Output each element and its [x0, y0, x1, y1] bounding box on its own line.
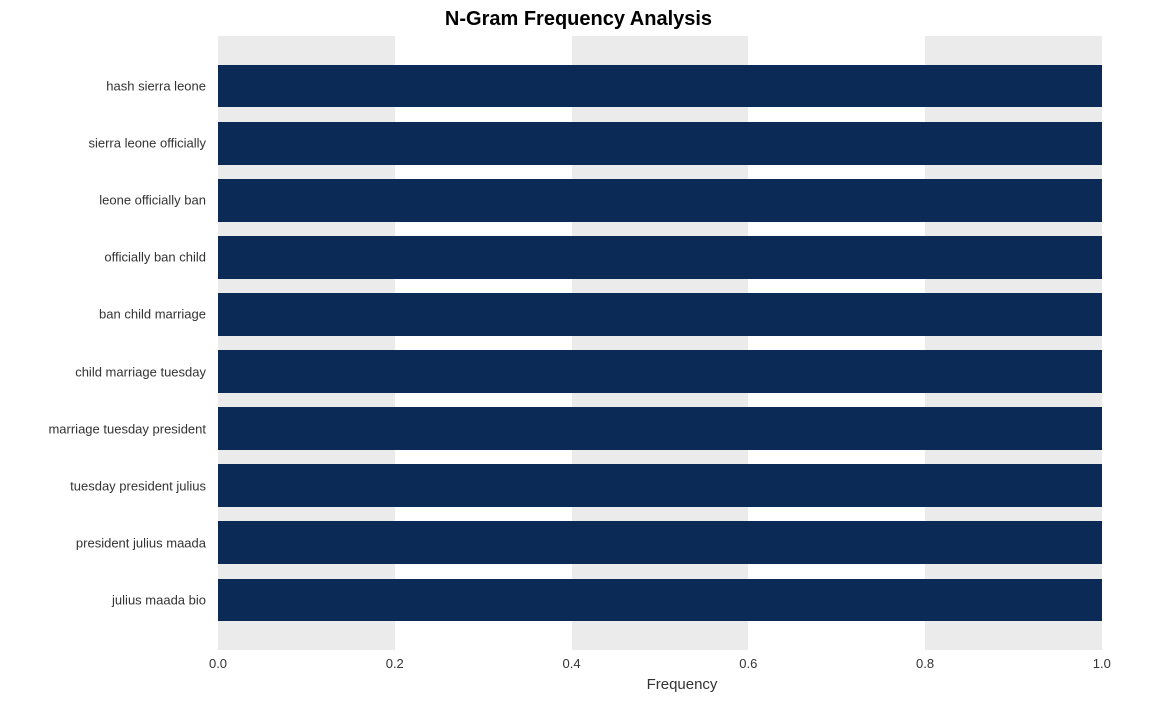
grid-band — [1102, 36, 1146, 650]
x-tick-label: 1.0 — [1093, 656, 1111, 671]
y-axis-labels: hash sierra leone sierra leone officially… — [0, 36, 212, 650]
y-tick-label: hash sierra leone — [0, 78, 212, 93]
bar-row — [218, 293, 1102, 336]
bar-row — [218, 521, 1102, 564]
bar — [218, 521, 1102, 564]
bar — [218, 407, 1102, 450]
bar-row — [218, 236, 1102, 279]
y-tick-label: officially ban child — [0, 250, 212, 265]
y-tick-label: ban child marriage — [0, 307, 212, 322]
bar — [218, 236, 1102, 279]
bar-row — [218, 407, 1102, 450]
bar — [218, 293, 1102, 336]
y-tick-label: tuesday president julius — [0, 478, 212, 493]
bar-row — [218, 65, 1102, 108]
y-tick-label: julius maada bio — [0, 593, 212, 608]
bar — [218, 464, 1102, 507]
ngram-chart: N-Gram Frequency Analysis hash sierra le… — [0, 0, 1157, 701]
y-tick-label: marriage tuesday president — [0, 421, 212, 436]
bar-row — [218, 350, 1102, 393]
x-tick-label: 0.2 — [386, 656, 404, 671]
bar-row — [218, 464, 1102, 507]
x-tick-label: 0.6 — [739, 656, 757, 671]
x-tick-label: 0.8 — [916, 656, 934, 671]
y-tick-label: president julius maada — [0, 535, 212, 550]
bar-row — [218, 579, 1102, 622]
bar-row — [218, 122, 1102, 165]
y-tick-label: child marriage tuesday — [0, 364, 212, 379]
chart-title: N-Gram Frequency Analysis — [0, 8, 1157, 31]
y-tick-label: sierra leone officially — [0, 136, 212, 151]
bar — [218, 579, 1102, 622]
bar — [218, 179, 1102, 222]
x-tick-label: 0.4 — [562, 656, 580, 671]
plot-area — [218, 36, 1146, 650]
x-axis-title: Frequency — [218, 676, 1146, 693]
bar — [218, 350, 1102, 393]
bar-row — [218, 179, 1102, 222]
bar — [218, 122, 1102, 165]
x-tick-label: 0.0 — [209, 656, 227, 671]
bar — [218, 65, 1102, 108]
y-tick-label: leone officially ban — [0, 193, 212, 208]
